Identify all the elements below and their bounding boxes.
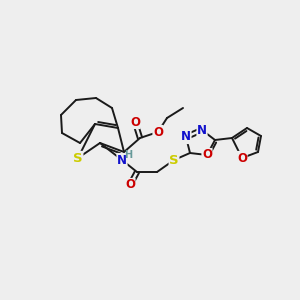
Text: O: O <box>125 178 135 191</box>
Text: O: O <box>237 152 247 164</box>
Text: H: H <box>124 150 132 160</box>
Text: O: O <box>153 125 163 139</box>
Text: O: O <box>130 116 140 128</box>
Text: O: O <box>202 148 212 161</box>
Text: N: N <box>181 130 191 143</box>
Text: N: N <box>117 154 127 166</box>
Text: S: S <box>73 152 83 164</box>
Text: N: N <box>197 124 207 136</box>
Text: S: S <box>169 154 179 166</box>
